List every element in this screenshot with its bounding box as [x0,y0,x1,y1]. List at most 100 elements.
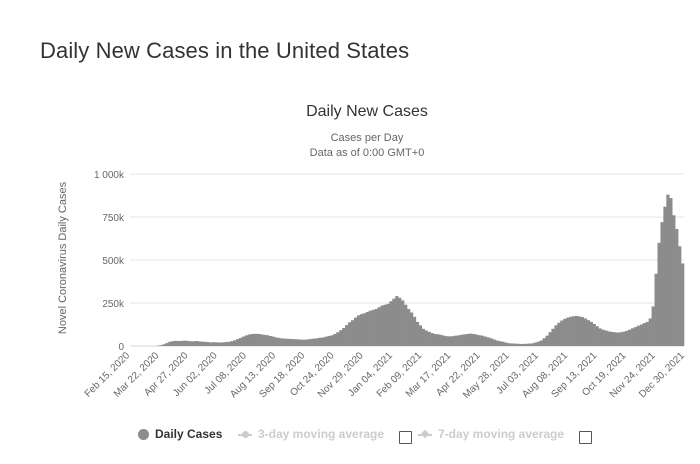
bar [183,340,187,346]
bar [250,333,255,346]
bar [669,198,673,346]
legend-item-7day-average[interactable]: 7-day moving average [418,427,564,441]
bar [185,340,190,346]
bar [442,335,446,346]
bar [171,341,175,346]
bar [557,322,561,346]
bar [465,333,470,346]
bar [398,297,402,346]
bar [174,340,178,346]
bar [628,329,632,346]
bar [389,301,393,346]
bar [480,335,484,346]
bar [572,316,576,346]
bar [569,316,573,346]
bar [539,340,543,346]
bar [580,317,585,346]
bar [551,328,555,346]
bar [536,341,540,346]
3day-average-checkbox[interactable] [399,431,412,444]
bar [353,317,358,346]
bar [274,337,278,346]
bar [495,340,499,346]
bar [253,333,258,346]
bar [421,328,425,346]
bar [339,330,343,346]
bar [468,333,473,346]
bar [560,320,564,346]
y-tick-label: 500k [102,256,125,267]
bar [454,335,458,346]
bar [159,345,163,346]
bar [401,300,405,346]
bar [613,332,617,346]
bar [672,215,676,346]
bar [351,320,355,346]
bar [259,334,263,346]
bar [445,336,449,346]
bar [327,336,331,346]
bar [507,343,511,346]
bar [548,332,552,346]
bar [247,334,252,346]
legend-label-3day-average: 3-day moving average [258,427,385,441]
7day-average-checkbox[interactable] [579,431,592,444]
data-bars [156,194,685,346]
bar [359,314,364,346]
y-axis-title: Novel Coronavirus Daily Cases [57,181,69,334]
bar [574,315,579,346]
bar [362,313,367,346]
bar [191,341,196,346]
bar [415,321,420,346]
bar [654,273,658,346]
bar [619,332,623,346]
bar [622,331,626,346]
page-title: Daily New Cases in the United States [40,38,410,63]
bar [168,341,172,346]
bar [460,334,464,346]
bar [368,310,372,346]
bar [197,341,202,346]
bar [501,341,505,346]
bar [200,341,204,346]
bar [451,336,455,346]
bar [206,342,210,346]
legend-item-daily-cases[interactable]: Daily Cases [138,427,222,441]
bar [474,334,479,346]
bar [457,335,461,346]
bar [498,341,502,346]
bar [563,318,567,346]
bar [286,338,290,346]
bar [162,344,166,346]
bar [262,334,266,346]
bar [639,324,644,346]
chart-subtitle-line2: Data as of 0:00 GMT+0 [310,147,425,159]
bar [321,337,325,346]
bar [409,312,414,346]
bar [356,315,361,346]
bar [315,338,319,346]
bar [280,338,284,346]
bar [295,339,299,346]
bar [221,342,225,346]
legend-label-7day-average: 7-day moving average [438,427,565,441]
bar [318,337,322,346]
bar [518,343,523,346]
bar [427,331,431,346]
bar [616,332,620,346]
bar [289,338,293,346]
bar [177,341,181,346]
y-tick-label: 0 [118,342,124,353]
bar [648,318,652,346]
bar [309,338,314,346]
bar [554,325,558,346]
bar [483,336,487,346]
chart-legend: Daily Cases 3-day moving average 7-day m… [0,427,700,447]
bar [404,304,408,346]
bar [386,303,390,346]
bar [516,343,520,346]
bar [330,335,334,346]
legend-item-3day-average[interactable]: 3-day moving average [238,427,384,441]
bar [348,322,352,346]
